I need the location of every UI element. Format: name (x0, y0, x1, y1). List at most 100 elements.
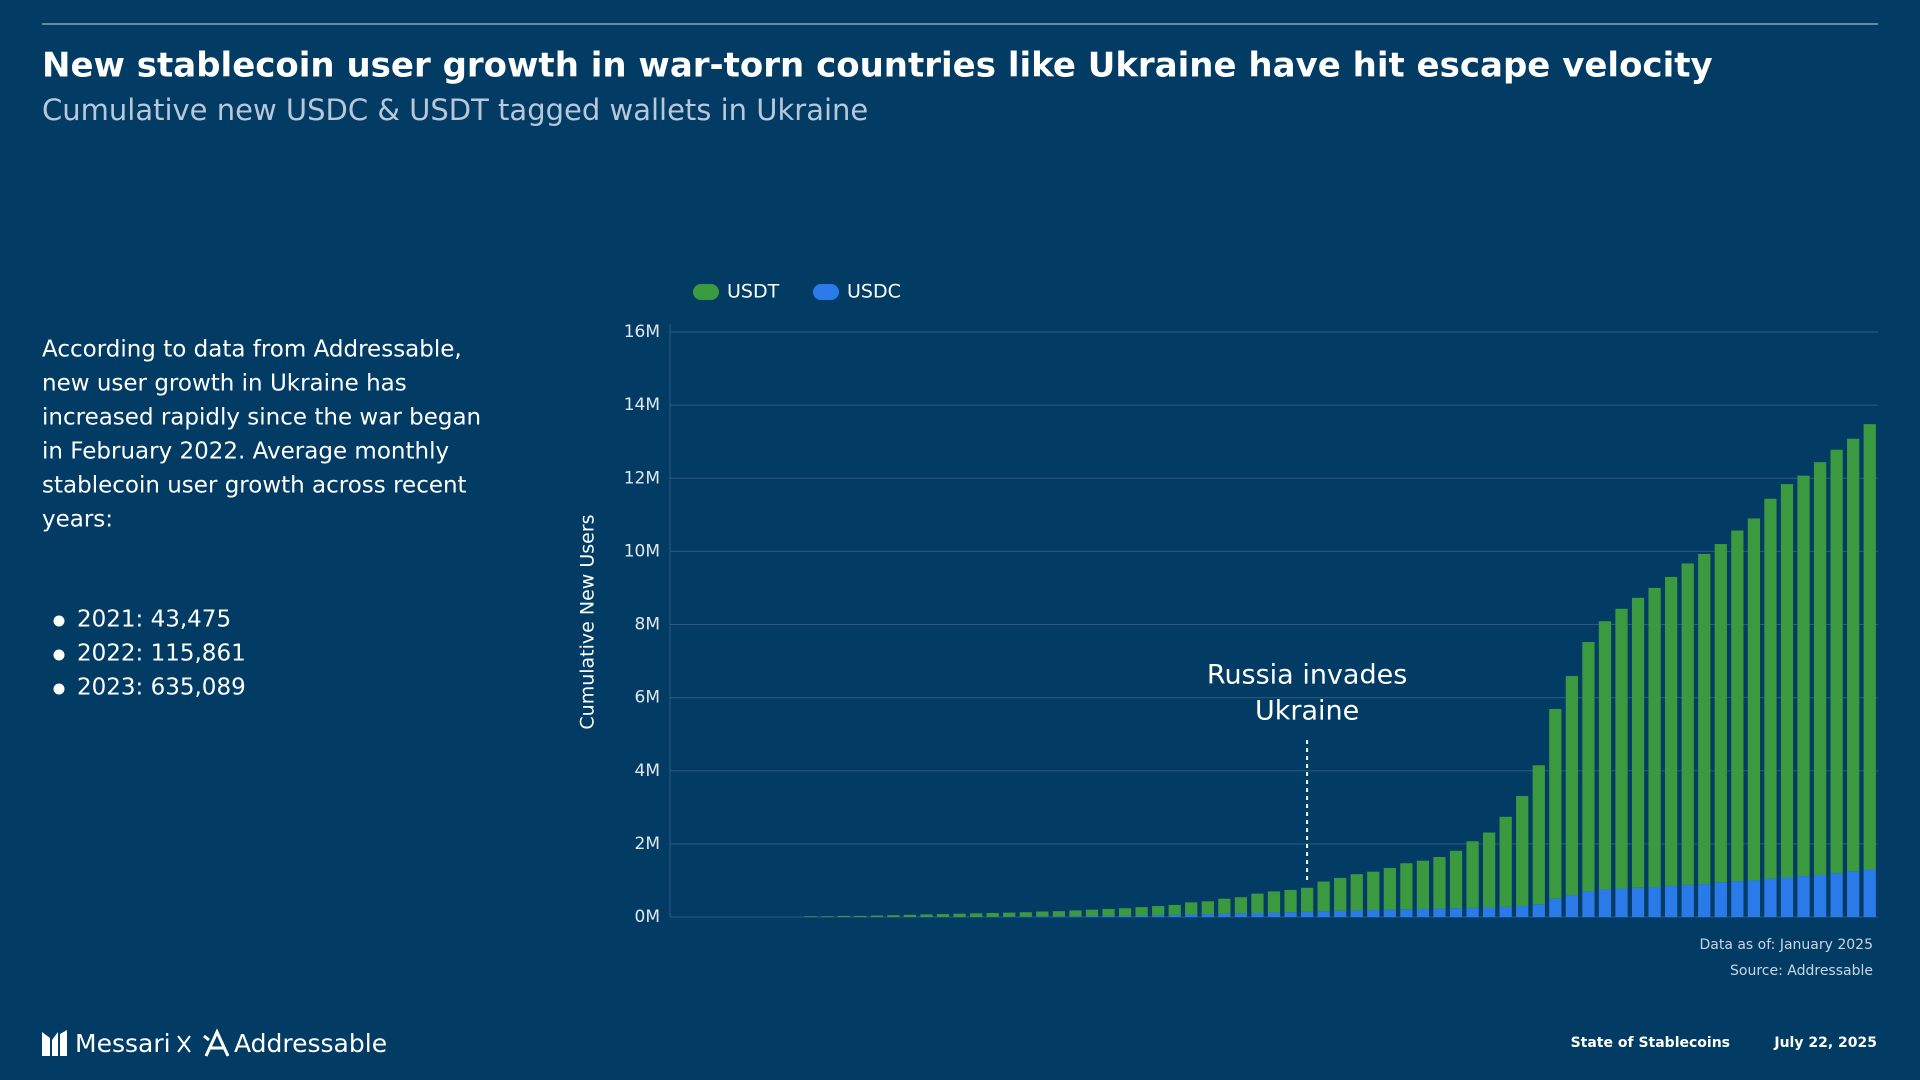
annotation-text: Ukraine (1255, 696, 1359, 727)
bar-segment (1714, 882, 1727, 917)
bar-segment (1615, 608, 1628, 889)
bar-segment (953, 913, 966, 917)
bullet-text: 2021: 43,475 (77, 607, 231, 633)
y-tick-label: 4M (635, 761, 660, 781)
bar-segment (1102, 908, 1115, 916)
bar-segment (1780, 484, 1794, 878)
bar-segment (1334, 910, 1347, 917)
bar-segment (1665, 885, 1678, 917)
bar-segment (1251, 912, 1264, 917)
bar-segment (1201, 914, 1214, 917)
bar-segment (1681, 563, 1694, 885)
bar-segment (1085, 909, 1099, 916)
y-tick-label: 6M (635, 688, 660, 708)
bar-segment (1218, 898, 1231, 914)
bar-segment (1582, 642, 1595, 892)
report-date: July 22, 2025 (1773, 1035, 1877, 1051)
bar-segment (1350, 910, 1363, 917)
bar-segment (1152, 915, 1165, 917)
body-line: in February 2022. Average monthly (42, 439, 449, 465)
bar-segment (1863, 869, 1876, 917)
bar-segment (1483, 832, 1496, 908)
bar-segment (1003, 912, 1016, 917)
bar-segment (1085, 915, 1099, 917)
bar-segment (1118, 915, 1132, 917)
bar-segment (1185, 902, 1198, 915)
bullet-dot (53, 683, 65, 695)
bar-segment (1532, 904, 1545, 917)
messari-icon (42, 1030, 67, 1056)
bar-segment (1747, 518, 1761, 881)
bar-segment (1449, 908, 1463, 917)
bar-segment (1549, 708, 1562, 899)
bar-segment (1863, 424, 1876, 870)
bar-segment (1300, 911, 1314, 917)
bar-segment (970, 913, 983, 917)
bar-segment (1135, 915, 1148, 917)
legend-label: USDC (847, 281, 901, 303)
bar-segment (1367, 871, 1380, 911)
bar-segment (1714, 544, 1727, 883)
bar-segment (1168, 914, 1181, 917)
body-line: years: (42, 507, 113, 533)
bar-segment (1019, 912, 1032, 917)
bar-segment (1598, 621, 1612, 890)
bar-segment (1416, 908, 1430, 917)
bar-segment (1251, 893, 1264, 913)
bullet-text: 2022: 115,861 (77, 641, 246, 667)
bar-segment (1069, 916, 1082, 917)
bullet-dot (53, 649, 65, 661)
bar-segment (1118, 908, 1132, 916)
bar-segment (1300, 887, 1314, 912)
bar-segment (1218, 913, 1231, 917)
bar-segment (1615, 888, 1628, 917)
bar-segment (1036, 916, 1049, 917)
bar-segment (1698, 884, 1711, 917)
bar-segment (1731, 881, 1744, 917)
bar-segment (1168, 904, 1181, 915)
chart-note: Source: Addressable (1730, 963, 1873, 979)
bar-segment (1367, 910, 1380, 917)
bar-segment (1317, 911, 1330, 917)
bar-segment (1631, 887, 1645, 917)
cross-icon (177, 1035, 191, 1053)
addressable-icon (203, 1028, 230, 1057)
bar-segment (1185, 914, 1198, 917)
bar-segment (1681, 884, 1694, 917)
bar-segment (1847, 438, 1860, 872)
body-line: increased rapidly since the war began (42, 405, 481, 431)
bar-segment (1764, 878, 1777, 917)
bar-segment (1234, 897, 1248, 914)
bar-segment (887, 915, 900, 917)
bar-segment (936, 914, 950, 917)
bullet-dot (53, 615, 65, 627)
y-axis-label: Cumulative New Users (577, 514, 599, 729)
y-tick-label: 14M (624, 395, 660, 415)
bar-segment (821, 916, 834, 917)
bar-segment (1582, 891, 1595, 917)
y-tick-label: 8M (635, 615, 660, 635)
bar-segment (1598, 889, 1612, 917)
bar-segment (1052, 916, 1065, 917)
y-tick-label: 2M (635, 834, 660, 854)
bar-segment (1400, 863, 1413, 910)
annotation-text: Russia invades (1207, 660, 1407, 691)
messari-logo (42, 1028, 230, 1057)
bar-segment (1797, 475, 1810, 877)
body-line: new user growth in Ukraine has (42, 371, 407, 397)
bar-segment (1499, 906, 1512, 917)
bar-segment (1648, 587, 1661, 888)
bar-segment (1847, 871, 1860, 917)
bar-segment (804, 916, 817, 917)
bar-segment (1201, 901, 1214, 915)
bar-segment (1400, 909, 1413, 917)
bar-segment (1234, 913, 1248, 917)
partner: Addressable (234, 1029, 387, 1058)
bar-segment (1267, 912, 1281, 917)
bar-segment (1466, 907, 1479, 917)
bar-segment (1102, 915, 1115, 917)
body-line: stablecoin user growth across recent (42, 473, 467, 499)
